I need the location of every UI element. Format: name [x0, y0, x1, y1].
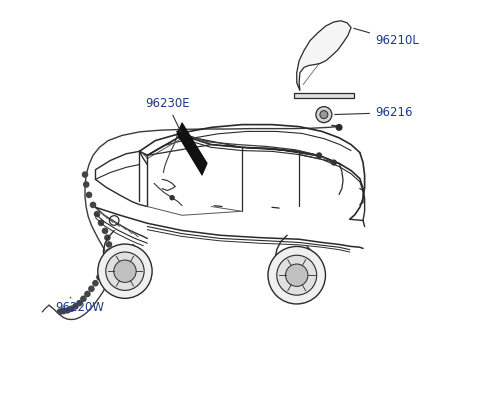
Circle shape [85, 291, 90, 296]
Circle shape [90, 202, 96, 207]
Circle shape [73, 304, 78, 309]
Circle shape [83, 172, 88, 177]
Circle shape [95, 211, 99, 217]
Circle shape [86, 192, 92, 198]
Text: 96220W: 96220W [56, 297, 105, 313]
Circle shape [69, 306, 74, 311]
Circle shape [61, 309, 66, 314]
Circle shape [106, 256, 111, 261]
Circle shape [106, 252, 144, 290]
Circle shape [81, 296, 86, 301]
Text: 96216: 96216 [335, 106, 412, 119]
Polygon shape [297, 21, 351, 91]
Polygon shape [177, 123, 207, 175]
Circle shape [89, 286, 94, 291]
Circle shape [107, 242, 111, 247]
Circle shape [98, 220, 104, 226]
Text: 96230E: 96230E [145, 97, 190, 132]
Circle shape [104, 262, 109, 267]
Circle shape [105, 235, 110, 240]
Circle shape [84, 182, 89, 187]
Circle shape [97, 275, 102, 280]
Circle shape [77, 301, 82, 306]
Circle shape [58, 309, 63, 314]
Circle shape [170, 196, 174, 200]
Circle shape [286, 264, 308, 286]
Circle shape [114, 260, 136, 282]
Circle shape [268, 246, 325, 304]
Circle shape [102, 228, 108, 233]
Text: 96210L: 96210L [354, 28, 419, 47]
Circle shape [277, 255, 317, 295]
Circle shape [316, 107, 332, 123]
Circle shape [107, 249, 111, 254]
Circle shape [332, 160, 336, 165]
Polygon shape [294, 93, 354, 98]
Circle shape [98, 244, 152, 298]
Circle shape [93, 281, 98, 286]
Circle shape [317, 153, 322, 158]
Circle shape [336, 125, 342, 130]
Circle shape [320, 111, 328, 119]
Circle shape [101, 269, 106, 274]
Circle shape [65, 308, 70, 313]
